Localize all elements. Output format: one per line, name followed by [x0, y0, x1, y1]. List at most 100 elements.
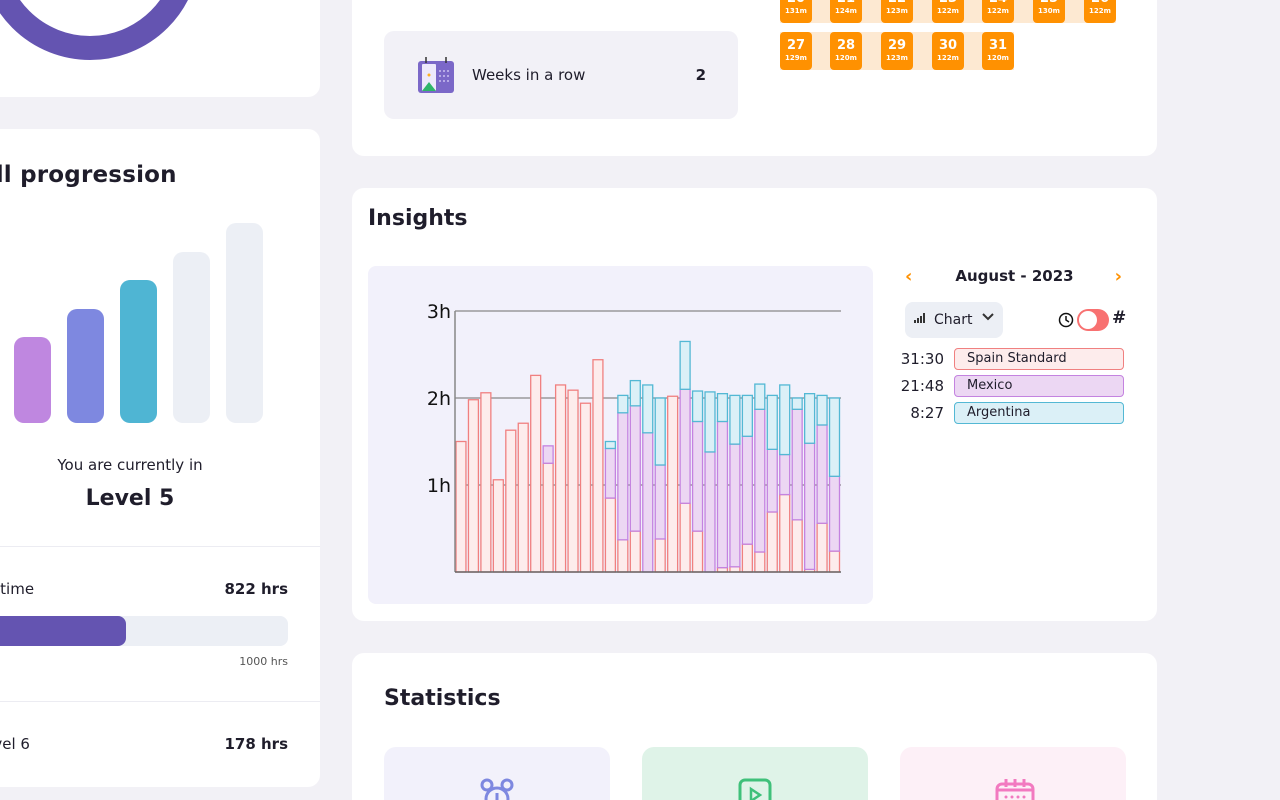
overall-progression-card: all progression You are currently in Lev…: [0, 129, 320, 787]
bar-segment[interactable]: [729, 394, 741, 445]
bar-segment[interactable]: [729, 443, 741, 568]
day-number: 22: [881, 0, 913, 6]
bar-segment[interactable]: [617, 412, 629, 541]
bar-segment[interactable]: [766, 511, 778, 573]
bar-segment[interactable]: [754, 408, 766, 553]
bar-segment[interactable]: [492, 479, 504, 573]
bar-segment[interactable]: [604, 447, 617, 499]
day-minutes: 122m: [1089, 7, 1111, 15]
bar-segment[interactable]: [517, 422, 529, 573]
bar-segment[interactable]: [554, 384, 567, 573]
streak-day-cell[interactable]: 31 120m: [982, 32, 1014, 70]
legend-item[interactable]: 21:48 Mexico: [901, 375, 1124, 397]
statistics-title: Statistics: [384, 686, 501, 711]
level-bar-6: [226, 223, 263, 423]
progression-title: all progression: [0, 162, 177, 188]
bar-segment[interactable]: [654, 464, 666, 540]
streak-day-cell[interactable]: 22123m: [881, 0, 913, 23]
bar-segment[interactable]: [642, 432, 654, 573]
streak-day-cell[interactable]: 30 122m: [932, 32, 964, 70]
bar-segment[interactable]: [754, 551, 766, 573]
bar-segment[interactable]: [704, 451, 716, 573]
streak-day-cell[interactable]: 25130m: [1033, 0, 1065, 23]
legend-total-time: 8:27: [910, 404, 944, 422]
bar-segment[interactable]: [691, 390, 704, 423]
bar-segment[interactable]: [629, 530, 641, 573]
legend-item[interactable]: 31:30 Spain Standard: [901, 348, 1124, 370]
bar-segment[interactable]: [729, 566, 741, 573]
bar-segment[interactable]: [455, 440, 467, 573]
bar-segment[interactable]: [617, 539, 629, 573]
bar-segment[interactable]: [716, 393, 729, 423]
bar-segment[interactable]: [579, 402, 592, 573]
bar-segment[interactable]: [679, 388, 691, 504]
streak-day-cell[interactable]: 28 120m: [830, 32, 862, 70]
bar-segment[interactable]: [766, 394, 778, 450]
streak-day-cell[interactable]: 29 123m: [881, 32, 913, 70]
bar-segment[interactable]: [604, 497, 617, 573]
streak-day-cell[interactable]: 26122m: [1084, 0, 1116, 23]
bar-segment[interactable]: [816, 522, 828, 573]
legend-chip: Argentina: [954, 402, 1124, 424]
chevron-left-icon[interactable]: ‹: [905, 266, 913, 287]
bar-segment[interactable]: [754, 383, 766, 410]
bar-segment[interactable]: [629, 379, 641, 407]
bar-segment[interactable]: [779, 493, 791, 573]
input-time-value: 822 hrs: [224, 580, 288, 598]
bar-segment[interactable]: [654, 538, 666, 573]
bar-segment[interactable]: [542, 445, 554, 464]
bar-segment[interactable]: [741, 435, 753, 545]
bar-segment[interactable]: [679, 502, 691, 573]
view-type-select[interactable]: Chart: [905, 302, 1003, 338]
day-minutes: 120m: [987, 54, 1009, 62]
bar-segment[interactable]: [467, 399, 480, 573]
bar-segment[interactable]: [803, 393, 816, 444]
bar-segment[interactable]: [629, 405, 641, 532]
bar-segment[interactable]: [791, 519, 803, 573]
legend-item[interactable]: 8:27 Argentina: [902, 402, 1124, 424]
bar-segment[interactable]: [766, 448, 778, 513]
bar-segment[interactable]: [741, 394, 753, 437]
bar-segment[interactable]: [530, 374, 542, 573]
bar-segment[interactable]: [654, 397, 666, 466]
bar-segment[interactable]: [828, 475, 841, 552]
streak-day-cell[interactable]: 20131m: [780, 0, 812, 23]
bar-segment[interactable]: [741, 543, 753, 573]
bar-segment[interactable]: [816, 394, 828, 426]
bar-segment[interactable]: [642, 384, 654, 434]
day-number: 28: [836, 38, 856, 53]
bar-segment[interactable]: [816, 424, 828, 524]
bar-segment[interactable]: [617, 394, 629, 414]
bar-segment[interactable]: [542, 462, 554, 573]
bar-segment[interactable]: [604, 440, 617, 450]
bar-segment[interactable]: [828, 397, 841, 477]
bar-segment[interactable]: [716, 420, 729, 569]
day-number: 30: [938, 38, 958, 53]
bar-segment[interactable]: [791, 408, 803, 521]
month-label: August - 2023: [955, 267, 1074, 285]
streak-day-cell[interactable]: 23122m: [932, 0, 964, 23]
bar-segment[interactable]: [691, 420, 704, 532]
bar-segment[interactable]: [691, 530, 704, 573]
bar-segment[interactable]: [567, 389, 579, 573]
bar-segment[interactable]: [505, 429, 517, 573]
bar-segment[interactable]: [803, 442, 816, 571]
bar-segment[interactable]: [779, 384, 791, 456]
level-bar-5: [173, 252, 210, 423]
bar-segment[interactable]: [679, 340, 691, 390]
bar-segment[interactable]: [779, 453, 791, 496]
bar-segment[interactable]: [592, 359, 604, 573]
streak-day-cell[interactable]: 24122m: [982, 0, 1014, 23]
time-count-toggle[interactable]: [1077, 309, 1109, 331]
day-minutes: 122m: [937, 7, 959, 15]
chevron-right-icon[interactable]: ›: [1114, 266, 1122, 287]
streak-day-cell[interactable]: 27 129m: [780, 32, 812, 70]
bar-segment[interactable]: [667, 395, 679, 573]
day-number: 26: [1084, 0, 1116, 6]
bar-segment[interactable]: [704, 391, 716, 453]
bar-segment[interactable]: [480, 392, 492, 573]
bar-segment[interactable]: [791, 397, 803, 410]
day-number: 24: [982, 0, 1014, 6]
bar-segment[interactable]: [828, 550, 841, 573]
streak-day-cell[interactable]: 21124m: [830, 0, 862, 23]
